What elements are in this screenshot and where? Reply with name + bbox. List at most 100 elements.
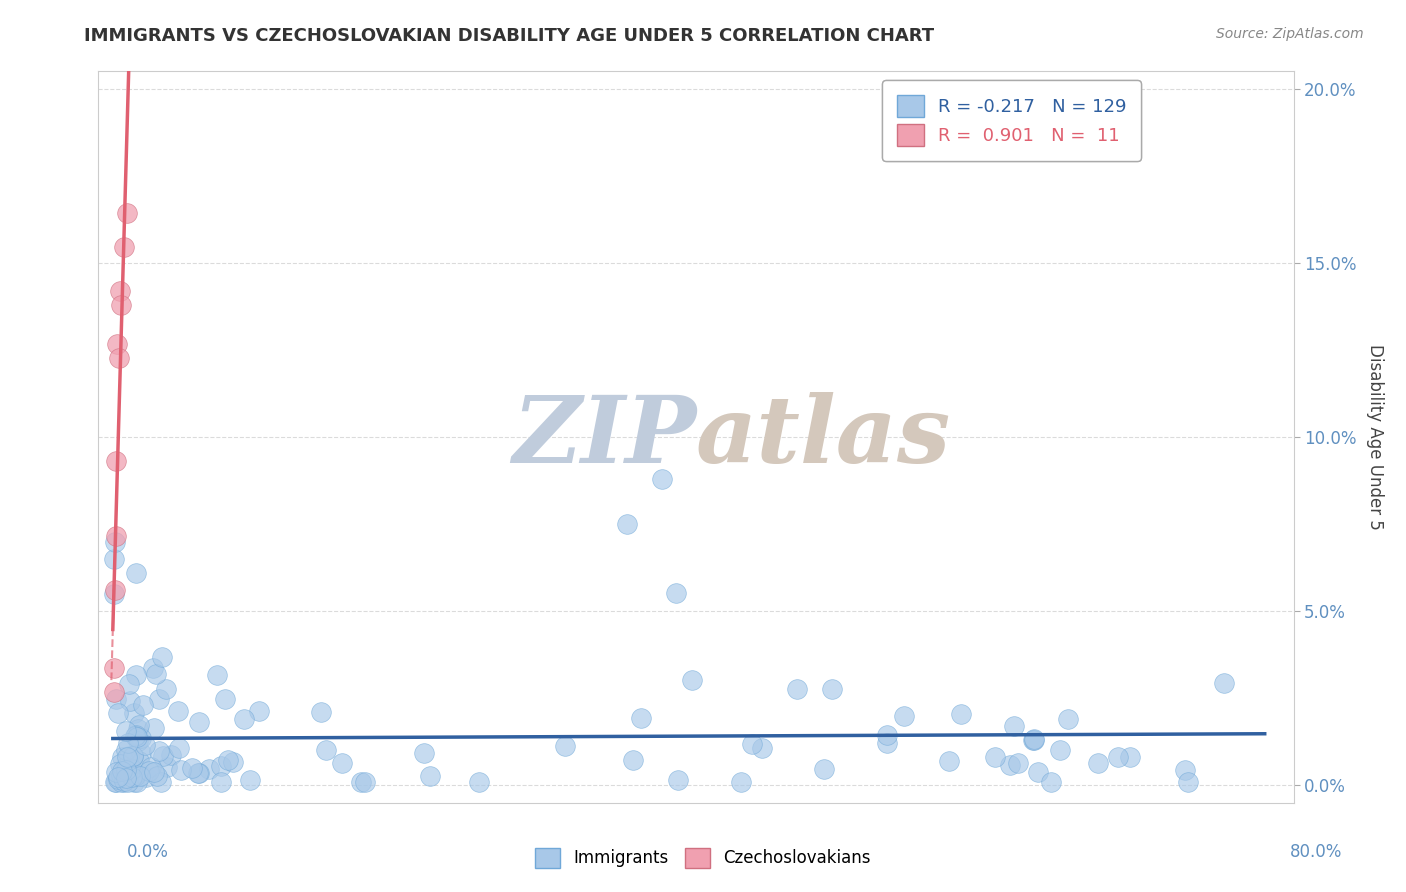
- Point: [350, 775, 373, 789]
- Point: [125, 728, 148, 742]
- Point: [786, 681, 808, 696]
- Point: [128, 718, 150, 732]
- Point: [209, 775, 232, 789]
- Point: [214, 691, 236, 706]
- Point: [354, 775, 377, 789]
- Point: [104, 529, 127, 543]
- Point: [1007, 756, 1029, 771]
- Point: [127, 734, 149, 748]
- Point: [665, 586, 688, 600]
- Point: [217, 753, 239, 767]
- Point: [1022, 731, 1045, 746]
- Text: 80.0%: 80.0%: [1291, 843, 1343, 861]
- Text: IMMIGRANTS VS CZECHOSLOVAKIAN DISABILITY AGE UNDER 5 CORRELATION CHART: IMMIGRANTS VS CZECHOSLOVAKIAN DISABILITY…: [84, 27, 935, 45]
- Point: [108, 284, 131, 298]
- Y-axis label: Disability Age Under 5: Disability Age Under 5: [1367, 344, 1385, 530]
- Point: [115, 764, 138, 778]
- Point: [107, 706, 129, 720]
- Point: [103, 685, 125, 699]
- Point: [145, 667, 167, 681]
- Point: [247, 704, 270, 718]
- Point: [138, 764, 160, 779]
- Legend: Immigrants, Czechoslovakians: Immigrants, Czechoslovakians: [529, 841, 877, 875]
- Point: [107, 770, 129, 784]
- Point: [751, 741, 773, 756]
- Point: [741, 737, 763, 751]
- Point: [813, 762, 835, 776]
- Point: [112, 775, 135, 789]
- Point: [1177, 775, 1199, 789]
- Point: [105, 764, 128, 779]
- Point: [112, 240, 135, 254]
- Point: [1039, 775, 1062, 789]
- Point: [121, 762, 143, 776]
- Point: [122, 706, 145, 720]
- Point: [110, 768, 132, 782]
- Point: [115, 750, 138, 764]
- Point: [121, 771, 143, 785]
- Point: [170, 764, 193, 778]
- Text: atlas: atlas: [696, 392, 952, 482]
- Point: [681, 673, 703, 688]
- Point: [188, 766, 211, 780]
- Point: [984, 749, 1007, 764]
- Point: [412, 746, 434, 760]
- Point: [110, 775, 132, 789]
- Point: [128, 769, 150, 783]
- Point: [115, 771, 138, 785]
- Point: [207, 668, 229, 682]
- Point: [124, 729, 146, 743]
- Point: [330, 756, 353, 771]
- Point: [1022, 733, 1045, 747]
- Point: [181, 761, 204, 775]
- Point: [117, 736, 139, 750]
- Point: [666, 772, 689, 787]
- Point: [111, 749, 134, 764]
- Point: [730, 775, 752, 789]
- Point: [131, 731, 153, 745]
- Point: [209, 759, 232, 773]
- Point: [222, 755, 245, 769]
- Point: [121, 748, 143, 763]
- Point: [110, 298, 132, 312]
- Point: [419, 769, 441, 783]
- Point: [938, 754, 960, 768]
- Point: [124, 566, 146, 580]
- Point: [876, 728, 898, 742]
- Point: [129, 746, 152, 760]
- Point: [311, 705, 333, 719]
- Point: [115, 742, 138, 756]
- Point: [949, 706, 972, 721]
- Point: [146, 769, 169, 783]
- Point: [1107, 750, 1129, 764]
- Point: [239, 772, 262, 787]
- Point: [893, 709, 915, 723]
- Point: [103, 587, 125, 601]
- Point: [1000, 757, 1022, 772]
- Point: [125, 730, 148, 744]
- Point: [187, 765, 209, 780]
- Point: [107, 351, 129, 365]
- Point: [128, 755, 150, 769]
- Point: [150, 775, 173, 789]
- Point: [160, 748, 183, 763]
- Point: [167, 740, 190, 755]
- Point: [150, 649, 173, 664]
- Point: [468, 775, 491, 789]
- Point: [616, 517, 638, 532]
- Point: [651, 472, 673, 486]
- Point: [155, 682, 177, 697]
- Point: [148, 692, 170, 706]
- Point: [135, 770, 157, 784]
- Point: [114, 724, 136, 739]
- Point: [104, 534, 127, 549]
- Point: [141, 760, 163, 774]
- Point: [167, 705, 190, 719]
- Point: [621, 753, 644, 767]
- Point: [111, 764, 134, 779]
- Point: [118, 748, 141, 763]
- Point: [127, 722, 149, 736]
- Point: [124, 775, 146, 789]
- Point: [1056, 712, 1078, 726]
- Point: [124, 769, 146, 783]
